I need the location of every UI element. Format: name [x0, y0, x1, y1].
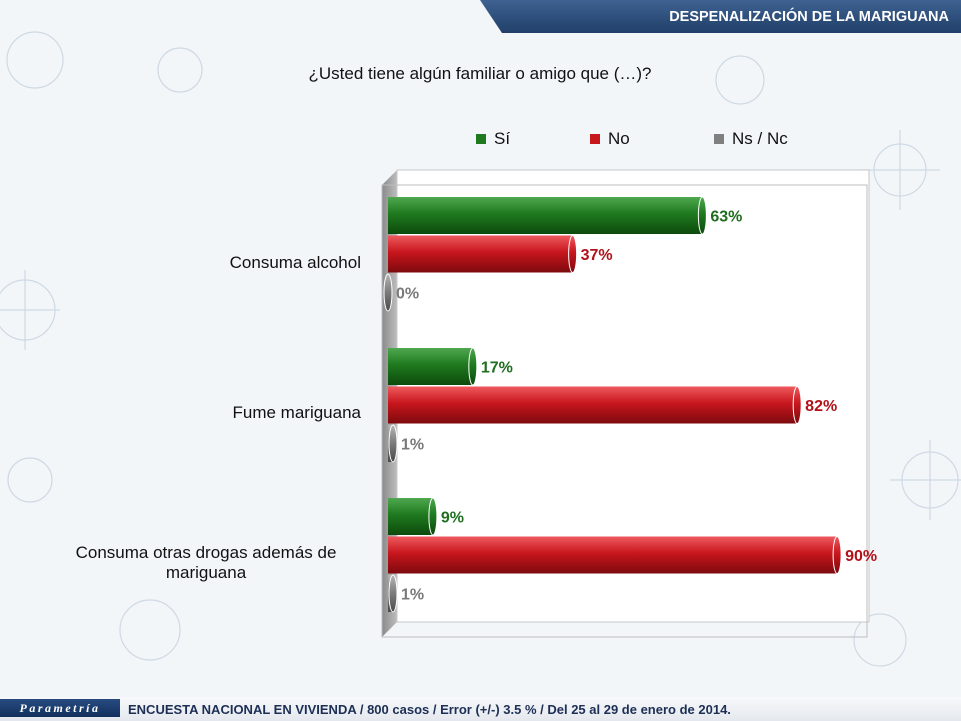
bar-0-0 — [388, 196, 707, 235]
bar-0-2 — [383, 273, 393, 312]
legend-label-si: Sí — [494, 129, 511, 148]
bar-2-0 — [388, 497, 438, 536]
legend-swatch-si — [476, 134, 486, 144]
value-label-0-0: 63% — [710, 209, 742, 226]
bar-1-1 — [388, 386, 802, 424]
value-label-2-1: 90% — [845, 548, 877, 565]
value-label-0-2: 0% — [396, 286, 419, 303]
legend-item-nsnc: Ns / Nc — [714, 129, 788, 149]
header-title: DESPENALIZACIÓN DE LA MARIGUANA — [669, 8, 949, 25]
category-label-mariguana: Fume mariguana — [232, 403, 361, 422]
footer-logo: Parametría — [0, 699, 120, 717]
footer-bar — [0, 697, 961, 721]
legend-item-no: No — [590, 129, 630, 149]
chart-title: ¿Usted tiene algún familiar o amigo que … — [308, 64, 652, 83]
plot-front-frame — [381, 184, 868, 638]
value-label-1-0: 17% — [481, 360, 513, 377]
value-label-2-0: 9% — [441, 510, 464, 527]
bar-0-1 — [388, 235, 578, 273]
legend-swatch-nsnc — [714, 134, 724, 144]
value-label-1-1: 82% — [805, 398, 837, 415]
bar-2-1 — [388, 536, 842, 574]
category-label-otras-drogas: Consuma otras drogas además de mariguana — [75, 543, 337, 582]
bar-2-2 — [388, 574, 398, 613]
legend-swatch-no — [590, 134, 600, 144]
legend-item-si: Sí — [476, 129, 510, 149]
bar-1-0 — [388, 347, 478, 386]
legend-label-nsnc: Ns / Nc — [732, 129, 788, 148]
footer-note: ENCUESTA NACIONAL EN VIVIENDA / 800 caso… — [128, 702, 731, 717]
value-label-0-1: 37% — [581, 247, 613, 264]
header-banner: DESPENALIZACIÓN DE LA MARIGUANA — [480, 0, 961, 33]
value-label-1-2: 1% — [401, 437, 424, 454]
bar-1-2 — [388, 424, 398, 463]
value-label-2-2: 1% — [401, 587, 424, 604]
category-label-alcohol: Consuma alcohol — [229, 253, 361, 272]
legend-label-no: No — [608, 129, 630, 148]
